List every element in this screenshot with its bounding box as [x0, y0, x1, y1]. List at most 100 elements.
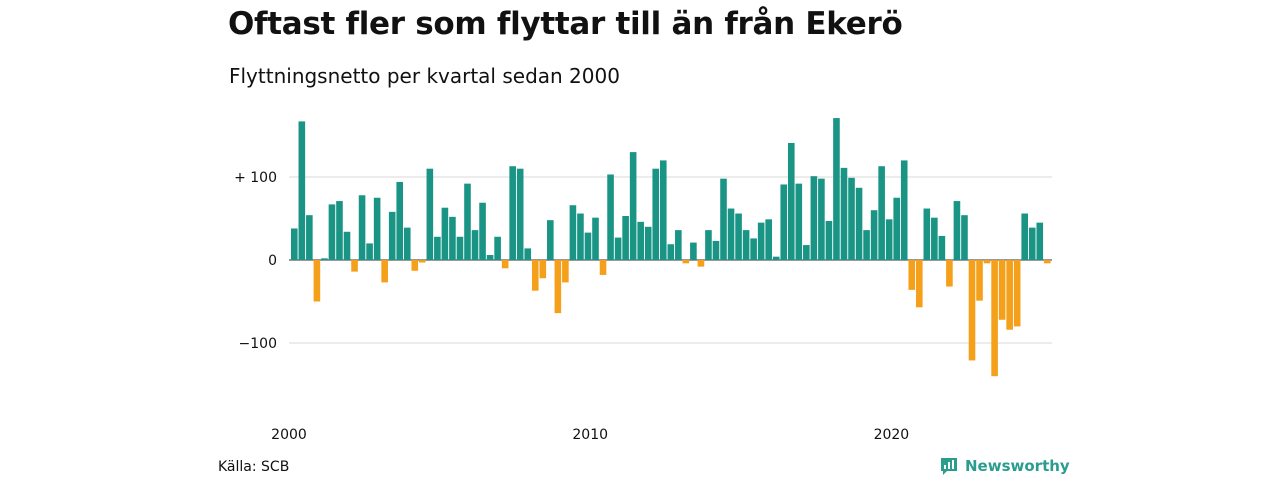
- bar: [682, 260, 690, 264]
- bar: [607, 174, 614, 260]
- brand-logo[interactable]: Newsworthy: [939, 456, 1070, 476]
- bar: [855, 187, 863, 260]
- bar: [381, 260, 388, 283]
- bar: [953, 201, 961, 260]
- bar: [1013, 260, 1021, 327]
- bar: [486, 255, 494, 260]
- bar: [908, 260, 916, 290]
- bar: [584, 232, 592, 260]
- bar: [434, 236, 441, 260]
- bar: [900, 160, 908, 260]
- bar: [577, 213, 584, 260]
- newsworthy-logo-icon: [941, 458, 957, 475]
- bar: [885, 219, 893, 260]
- y-tick-label: −100: [239, 336, 277, 352]
- bar: [712, 240, 720, 260]
- bar: [464, 183, 471, 260]
- bar: [757, 222, 765, 260]
- bar: [1028, 227, 1036, 260]
- bar: [411, 260, 419, 271]
- bar: [403, 227, 411, 260]
- bar: [622, 216, 629, 260]
- brand-name: Newsworthy: [965, 457, 1070, 475]
- bar: [765, 219, 772, 260]
- x-tick-label: 2020: [874, 427, 910, 443]
- y-axis-ticks: + 100 0 −100: [234, 170, 277, 352]
- bar: [479, 202, 486, 260]
- bar: [456, 236, 464, 260]
- bar: [291, 228, 298, 260]
- bar: [780, 184, 788, 260]
- bars: [291, 118, 1051, 377]
- bar: [923, 208, 931, 260]
- bar: [787, 142, 795, 260]
- bar: [351, 260, 358, 272]
- bar: [983, 260, 991, 264]
- bar: [818, 178, 825, 260]
- bar: [441, 207, 449, 260]
- x-tick-label: 2000: [271, 427, 307, 443]
- bar: [961, 215, 968, 260]
- bar: [516, 168, 524, 260]
- bar: [373, 197, 381, 260]
- bar: [321, 258, 328, 260]
- bar: [306, 215, 313, 260]
- bar: [1021, 213, 1029, 260]
- bar: [863, 230, 870, 260]
- x-tick-label: 2010: [572, 427, 608, 443]
- bar: [675, 230, 682, 260]
- x-axis-ticks: 2000 2010 2020: [271, 427, 909, 443]
- bar: [705, 230, 712, 260]
- bar: [991, 260, 998, 377]
- bar: [471, 230, 479, 260]
- bar: [795, 183, 803, 260]
- bar: [735, 213, 742, 260]
- bar: [697, 260, 705, 267]
- bar: [938, 235, 946, 260]
- chart-subtitle: Flyttningsnetto per kvartal sedan 2000: [229, 64, 620, 88]
- bar: [848, 177, 855, 260]
- bar: [336, 201, 343, 260]
- bar: [637, 221, 644, 260]
- bar: [878, 166, 885, 260]
- bar: [870, 210, 878, 260]
- bar: [501, 260, 509, 269]
- bar: [569, 205, 577, 260]
- bar: [998, 260, 1006, 320]
- bar: [547, 220, 554, 260]
- bar: [659, 160, 667, 260]
- bar: [531, 260, 539, 291]
- bar: [652, 168, 660, 260]
- bar: [667, 244, 675, 260]
- bar: [366, 243, 373, 260]
- bar: [946, 260, 953, 287]
- bar: [825, 220, 833, 260]
- bar: [592, 217, 599, 260]
- bar: [388, 211, 396, 260]
- source-note: Källa: SCB: [218, 459, 290, 475]
- bar: [614, 237, 622, 260]
- bar: [509, 166, 516, 260]
- bar: [915, 260, 923, 308]
- bar: [931, 217, 938, 260]
- y-tick-label: 0: [268, 253, 277, 269]
- bar: [328, 204, 336, 260]
- bar: [1036, 222, 1044, 260]
- bar: [772, 256, 780, 260]
- bar: [449, 216, 456, 260]
- bar: [810, 176, 818, 260]
- bar: [1044, 260, 1051, 264]
- bar: [562, 260, 569, 283]
- bar: [968, 260, 976, 361]
- bar: [833, 118, 840, 260]
- bar-chart: + 100 0 −100 2000 2010 2020: [234, 118, 1052, 443]
- bar: [539, 260, 547, 279]
- bar: [313, 260, 321, 302]
- bar: [524, 248, 532, 260]
- bar: [343, 231, 351, 260]
- y-tick-label: + 100: [234, 170, 277, 186]
- bar: [750, 238, 757, 260]
- bar: [396, 181, 404, 260]
- bar: [803, 245, 810, 260]
- bar: [494, 236, 501, 260]
